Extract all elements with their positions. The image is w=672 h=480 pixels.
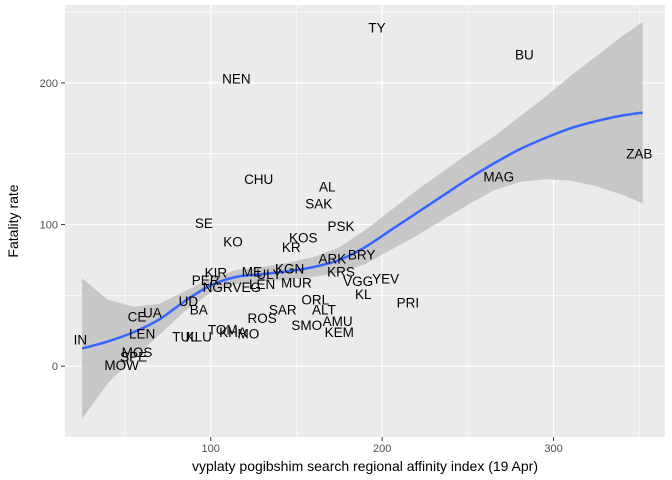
point-label-15: KGN — [275, 261, 304, 276]
point-label-42: MO — [238, 327, 260, 342]
point-label-2: NEN — [222, 72, 251, 87]
point-label-17: KRS — [327, 264, 355, 279]
point-label-8: SE — [195, 216, 213, 231]
point-label-27: KL — [355, 287, 372, 302]
point-label-25: LEN — [249, 277, 275, 292]
point-label-10: KOS — [289, 230, 318, 245]
point-label-37: AMU — [323, 314, 353, 329]
point-label-36: CE — [128, 310, 147, 325]
point-label-21: MUR — [281, 276, 312, 291]
point-label-19: KIR — [205, 266, 228, 281]
point-label-11: KO — [223, 235, 243, 250]
point-label-9: PSK — [327, 219, 354, 234]
point-label-41: KHA — [219, 325, 247, 340]
x-axis-ticks: 100 200 300 — [202, 437, 563, 455]
point-label-34: SAR — [269, 303, 297, 318]
y-tick-label: 200 — [40, 78, 58, 90]
point-label-47: MOS — [122, 345, 153, 360]
point-label-46: IN — [74, 332, 88, 347]
point-label-40: TOM — [208, 322, 238, 337]
point-label-45: KLU — [186, 329, 212, 344]
y-tick-label: 100 — [40, 220, 58, 232]
point-label-16: ME — [242, 264, 262, 279]
point-label-5: CHU — [244, 172, 273, 187]
point-label-14: ARK — [319, 252, 347, 267]
point-label-4: MAG — [483, 169, 514, 184]
point-label-1: BU — [515, 48, 534, 63]
point-label-0: TY — [368, 21, 385, 36]
panel-background — [65, 5, 665, 437]
point-label-28: PRI — [397, 295, 420, 310]
point-label-20: PER — [192, 273, 220, 288]
point-label-33: UA — [143, 305, 162, 320]
point-label-22: VGG — [343, 274, 373, 289]
point-label-44: TUL — [172, 329, 198, 344]
point-label-18: ULY — [256, 267, 281, 282]
point-label-26: NGR — [203, 280, 233, 295]
point-label-32: ALT — [312, 303, 336, 318]
point-label-6: AL — [319, 179, 336, 194]
point-label-48: SPE — [120, 349, 147, 364]
x-axis-title: vyplaty pogibshim search regional affini… — [192, 458, 538, 474]
y-tick-label: 0 — [52, 361, 58, 373]
point-label-30: ORL — [301, 293, 329, 308]
point-label-23: YEV — [372, 271, 399, 286]
point-label-7: SAK — [305, 196, 332, 211]
y-axis-ticks: 0 100 200 — [40, 78, 65, 373]
point-label-43: LEN — [129, 327, 155, 342]
point-label-13: BRY — [348, 247, 376, 262]
point-label-39: KEM — [325, 325, 354, 340]
point-label-3: ZAB — [626, 147, 652, 162]
x-tick-label: 100 — [202, 443, 220, 455]
x-tick-label: 300 — [544, 443, 562, 455]
y-axis-title: Fatality rate — [5, 184, 21, 257]
point-label-29: UD — [179, 294, 199, 309]
point-label-35: ROS — [247, 311, 276, 326]
point-label-49: MOW — [104, 358, 139, 373]
smooth-trend-line — [81, 111, 643, 350]
point-label-24: VEG — [232, 280, 261, 295]
point-label-31: BA — [190, 303, 208, 318]
x-tick-label: 200 — [373, 443, 391, 455]
point-label-38: SMO — [291, 318, 322, 333]
point-label-12: KR — [282, 240, 301, 255]
